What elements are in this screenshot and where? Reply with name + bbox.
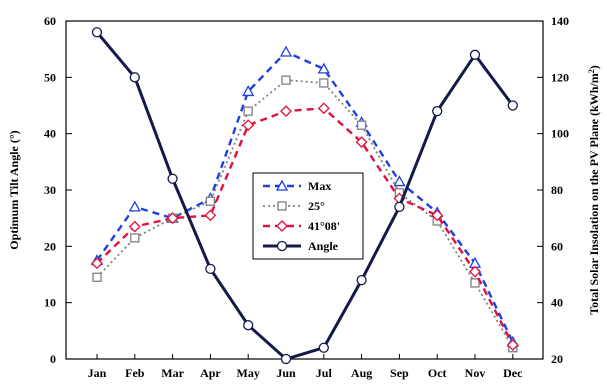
marker-circle (205, 263, 216, 275)
series-layer (90, 27, 519, 365)
x-tick-label: Sep (390, 366, 409, 380)
marker-diamond (204, 209, 217, 222)
marker-square (356, 120, 367, 130)
series-line (95, 31, 515, 361)
x-tick-label: May (237, 366, 260, 380)
marker-square (277, 201, 287, 211)
legend: Max 25° 41°08' Angle (252, 172, 364, 260)
legend-label: 41°08' (308, 219, 340, 233)
marker-square (130, 233, 140, 243)
marker-circle (469, 49, 481, 60)
marker-diamond (276, 220, 288, 232)
marker-triangle (393, 175, 406, 187)
marker-diamond (469, 265, 481, 278)
y-left-tick-label: 10 (44, 296, 56, 310)
marker-diamond (280, 105, 292, 118)
marker-triangle (128, 200, 141, 212)
y-left-tick-label: 30 (44, 183, 56, 197)
series-line (96, 50, 514, 343)
y-right-axis-title: Total Solar Insolation on the PV Plane (… (587, 65, 601, 315)
marker-square (319, 78, 329, 88)
y-right-tick-label: 140 (551, 14, 569, 28)
marker-triangle (317, 62, 330, 74)
marker-circle (318, 342, 329, 353)
marker-circle (243, 320, 254, 331)
series-line (96, 107, 514, 346)
y-left-tick-label: 20 (44, 239, 56, 253)
legend-label: Max (308, 179, 331, 193)
y-left-tick-label: 0 (50, 352, 56, 366)
marker-square (92, 272, 102, 282)
marker-circle (356, 274, 367, 286)
x-tick-label: Feb (125, 366, 145, 380)
x-tick-label: Jun (276, 366, 296, 380)
marker-square (205, 196, 216, 206)
marker-diamond (128, 220, 141, 233)
marker-circle (507, 100, 518, 111)
y-right-tick-label: 60 (551, 239, 563, 253)
marker-circle (280, 353, 292, 365)
x-tick-label: Mar (161, 366, 184, 380)
marker-triangle (275, 179, 289, 191)
marker-diamond (166, 212, 179, 225)
marker-circle (394, 201, 405, 213)
marker-circle (167, 173, 178, 184)
y-right-tick-label: 20 (551, 352, 563, 366)
x-tick-label: Dec (503, 366, 523, 380)
marker-square (281, 75, 291, 85)
y-right-tick-label: 40 (551, 296, 563, 310)
x-tick-label: Apr (200, 366, 221, 380)
y-right-tick-label: 80 (551, 183, 563, 197)
marker-circle (276, 240, 288, 252)
x-tick-label: Nov (465, 366, 486, 380)
series-2 (91, 102, 519, 351)
x-tick-label: Aug (351, 366, 372, 380)
y-left-tick-label: 40 (44, 127, 56, 141)
y-left-tick-label: 50 (44, 70, 56, 84)
x-tick-label: Jan (88, 366, 107, 380)
marker-diamond (317, 102, 330, 115)
legend-label: Angle (308, 239, 339, 253)
marker-circle (91, 27, 103, 38)
marker-diamond (355, 136, 368, 149)
series-3 (91, 27, 518, 365)
marker-diamond (91, 257, 103, 270)
marker-square (243, 106, 253, 116)
marker-diamond (431, 209, 444, 222)
marker-diamond (242, 119, 255, 132)
marker-diamond (506, 338, 519, 351)
series-line (96, 79, 514, 349)
marker-triangle (242, 85, 255, 97)
y-left-axis-title: Optimum Tilt Angle (°) (7, 130, 21, 249)
y-right-tick-label: 120 (551, 70, 569, 84)
legend-label: 25° (308, 199, 325, 213)
x-tick-label: Jul (316, 366, 333, 380)
y-left-tick-label: 60 (44, 14, 56, 28)
marker-circle (432, 105, 443, 117)
marker-triangle (279, 45, 293, 57)
y-right-tick-label: 100 (551, 127, 569, 141)
ticks-layer: 0 10 20 30 40 50 60 20 40 60 80 100 120 140 Jan Feb Mar A… (44, 14, 569, 380)
marker-circle (129, 72, 140, 83)
marker-square (470, 278, 480, 288)
x-tick-label: Oct (428, 366, 447, 380)
